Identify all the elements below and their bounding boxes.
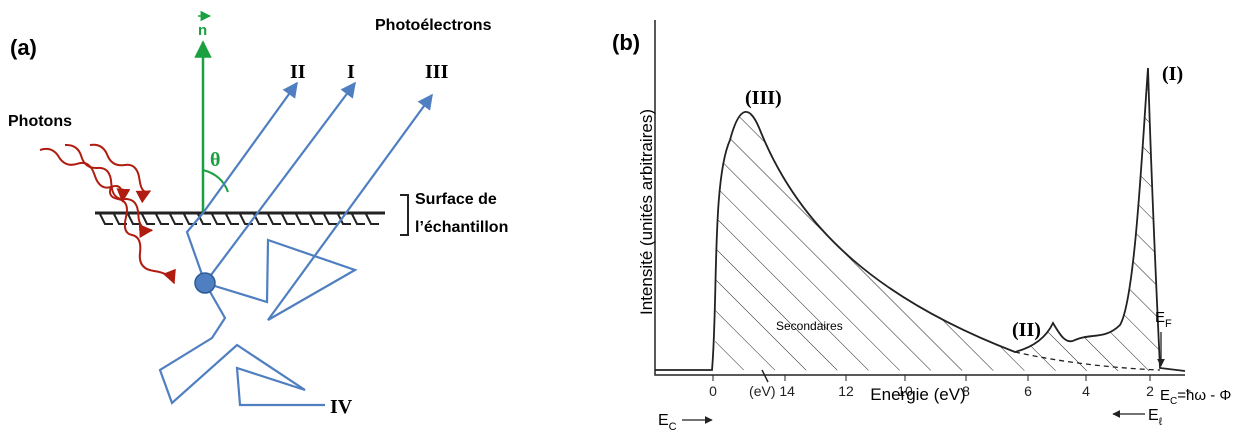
x-tick-label: (eV) 14	[749, 383, 795, 399]
ray-label: II	[290, 61, 306, 83]
el-label: Eℓ	[1148, 407, 1163, 428]
x-tick-label: 12	[838, 383, 854, 399]
axis-break	[761, 369, 769, 383]
photon	[109, 184, 176, 285]
ray-iv	[158, 282, 325, 407]
ray-label: I	[347, 61, 355, 83]
secondary-label: Secondaires	[776, 319, 843, 333]
el-sub: ℓ	[1159, 416, 1163, 428]
panel-a: (a) Photons Photoélectrons n θ Surface d…	[8, 10, 508, 418]
ec-sub: C	[669, 421, 677, 433]
formula-sub: C	[1170, 396, 1177, 407]
peak-label: (III)	[745, 87, 782, 109]
ray-iii	[204, 93, 433, 321]
ec-main: E	[658, 412, 669, 429]
ray-i	[204, 81, 356, 284]
photons-label: Photons	[8, 113, 72, 130]
path	[185, 212, 207, 284]
ray-label: III	[425, 61, 449, 83]
spectrum	[655, 67, 1186, 372]
formula: EC=ħω - Φ	[1160, 387, 1231, 407]
photon	[89, 143, 152, 204]
x-tick-label: 10	[897, 383, 913, 399]
formula-rest: =ħω - Φ	[1177, 387, 1231, 404]
axes	[654, 20, 1185, 376]
peak-label: (I)	[1162, 63, 1183, 85]
background	[1014, 351, 1161, 371]
peak-label: (II)	[1012, 319, 1041, 341]
x-tick-label: 4	[1082, 383, 1090, 399]
el-main: E	[1148, 407, 1159, 424]
ef-sub: F	[1165, 318, 1172, 330]
spectrum-fill	[714, 68, 1185, 371]
x-tick-label: 2	[1146, 383, 1154, 399]
angle-arc	[202, 169, 229, 193]
ef-main: E	[1155, 309, 1165, 326]
ef-label: EF	[1155, 309, 1172, 330]
formula-main: E	[1160, 387, 1170, 404]
normal-label: n	[198, 22, 207, 39]
surface-label: l’échantillon	[415, 219, 508, 236]
x-tick-label: 0	[709, 383, 717, 399]
angle-label: θ	[210, 149, 220, 171]
surface-label: Surface de	[415, 191, 497, 208]
photon	[39, 147, 131, 203]
photon	[64, 143, 154, 238]
surface-hatch	[99, 213, 379, 225]
photoelectrons-label: Photoélectrons	[375, 17, 492, 34]
panel-label: (b)	[612, 30, 640, 55]
bracket	[400, 194, 409, 236]
panel-label: (a)	[10, 35, 37, 60]
x-tick-label: 6	[1024, 383, 1032, 399]
x-axis-title: Energie (eV)	[870, 385, 965, 404]
y-axis-title: Intensité (unités arbitraires)	[637, 109, 656, 315]
ray-ii	[202, 81, 298, 214]
atom	[194, 272, 216, 294]
ec-label: EC	[658, 412, 677, 433]
ray-label: IV	[330, 396, 353, 418]
x-tick-label: 8	[962, 383, 970, 399]
panel-b: (b) 0 (eV) 14 12 10 8 6 4 2 Intensité (unités a…	[612, 20, 1231, 433]
